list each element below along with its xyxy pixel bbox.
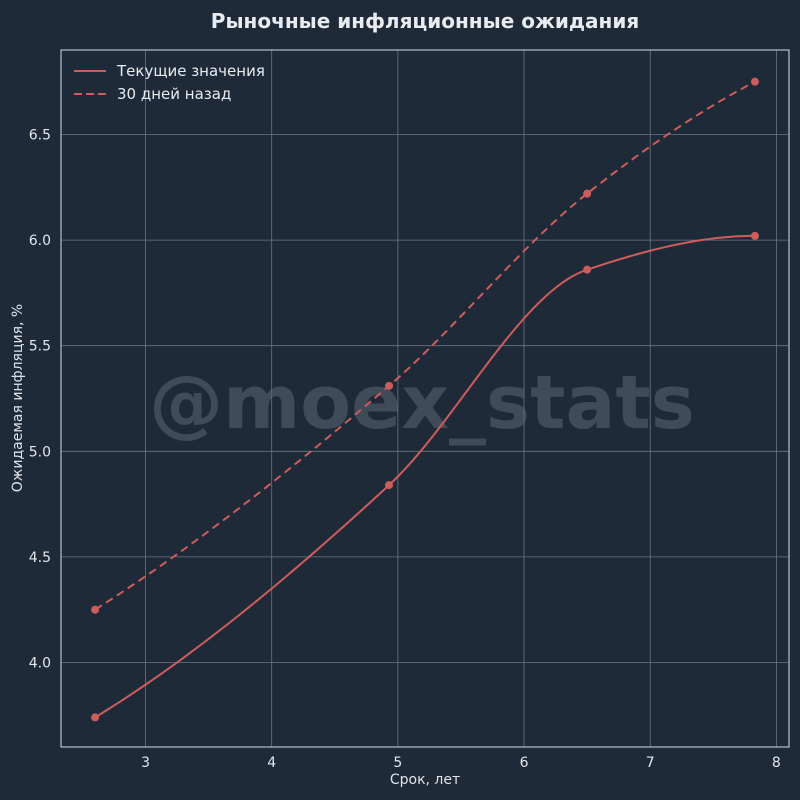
series-line-0 — [94, 234, 755, 719]
legend: Текущие значения 30 дней назад — [74, 62, 265, 103]
tick-labels: 3 4 5 6 7 8 4.0 4.5 5.0 5.5 6.0 6.5 — [29, 127, 781, 771]
data-point — [750, 77, 759, 86]
y-tick-label: 5.5 — [29, 339, 51, 355]
y-tick-label: 5.0 — [29, 444, 51, 460]
data-point — [583, 265, 592, 274]
grid — [61, 50, 789, 747]
y-tick-label: 4.0 — [29, 656, 51, 672]
legend-label-30-days-ago: 30 дней назад — [117, 85, 231, 103]
y-tick-label: 4.5 — [29, 550, 51, 566]
series-line-1 — [94, 80, 756, 611]
y-axis-label: Ожидаемая инфляция, % — [10, 304, 26, 492]
x-tick-label: 6 — [520, 755, 529, 771]
data-point — [91, 605, 100, 614]
data-point — [583, 189, 592, 198]
x-axis-label: Срок, лет — [390, 772, 460, 788]
watermark: @moex_stats — [149, 360, 695, 446]
series-layer — [91, 77, 759, 722]
x-tick-label: 4 — [267, 755, 276, 771]
x-tick-label: 3 — [141, 755, 150, 771]
data-point — [385, 381, 394, 390]
x-tick-label: 8 — [772, 755, 781, 771]
data-point — [385, 481, 394, 490]
data-point — [750, 231, 759, 240]
plot-frame — [60, 49, 790, 748]
legend-label-current: Текущие значения — [116, 62, 265, 80]
y-tick-label: 6.0 — [29, 233, 51, 249]
x-tick-label: 5 — [393, 755, 402, 771]
chart-title: Рыночные инфляционные ожидания — [211, 9, 639, 33]
data-point — [91, 713, 100, 722]
x-tick-label: 7 — [646, 755, 655, 771]
y-tick-label: 6.5 — [29, 127, 51, 143]
